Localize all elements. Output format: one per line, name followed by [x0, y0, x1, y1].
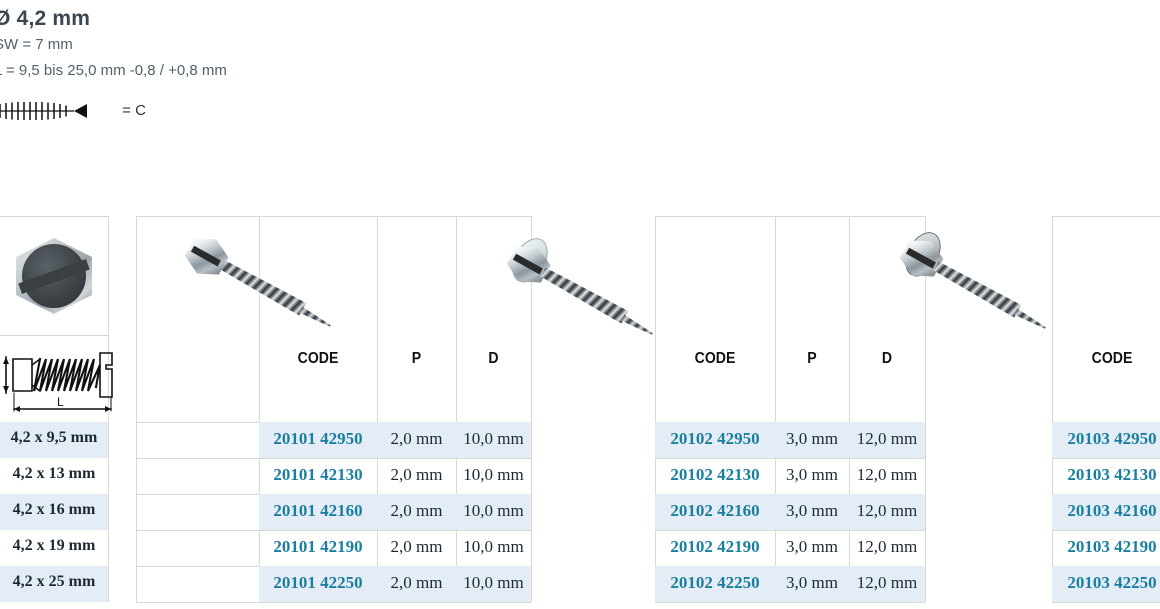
- svg-text:L: L: [57, 395, 64, 409]
